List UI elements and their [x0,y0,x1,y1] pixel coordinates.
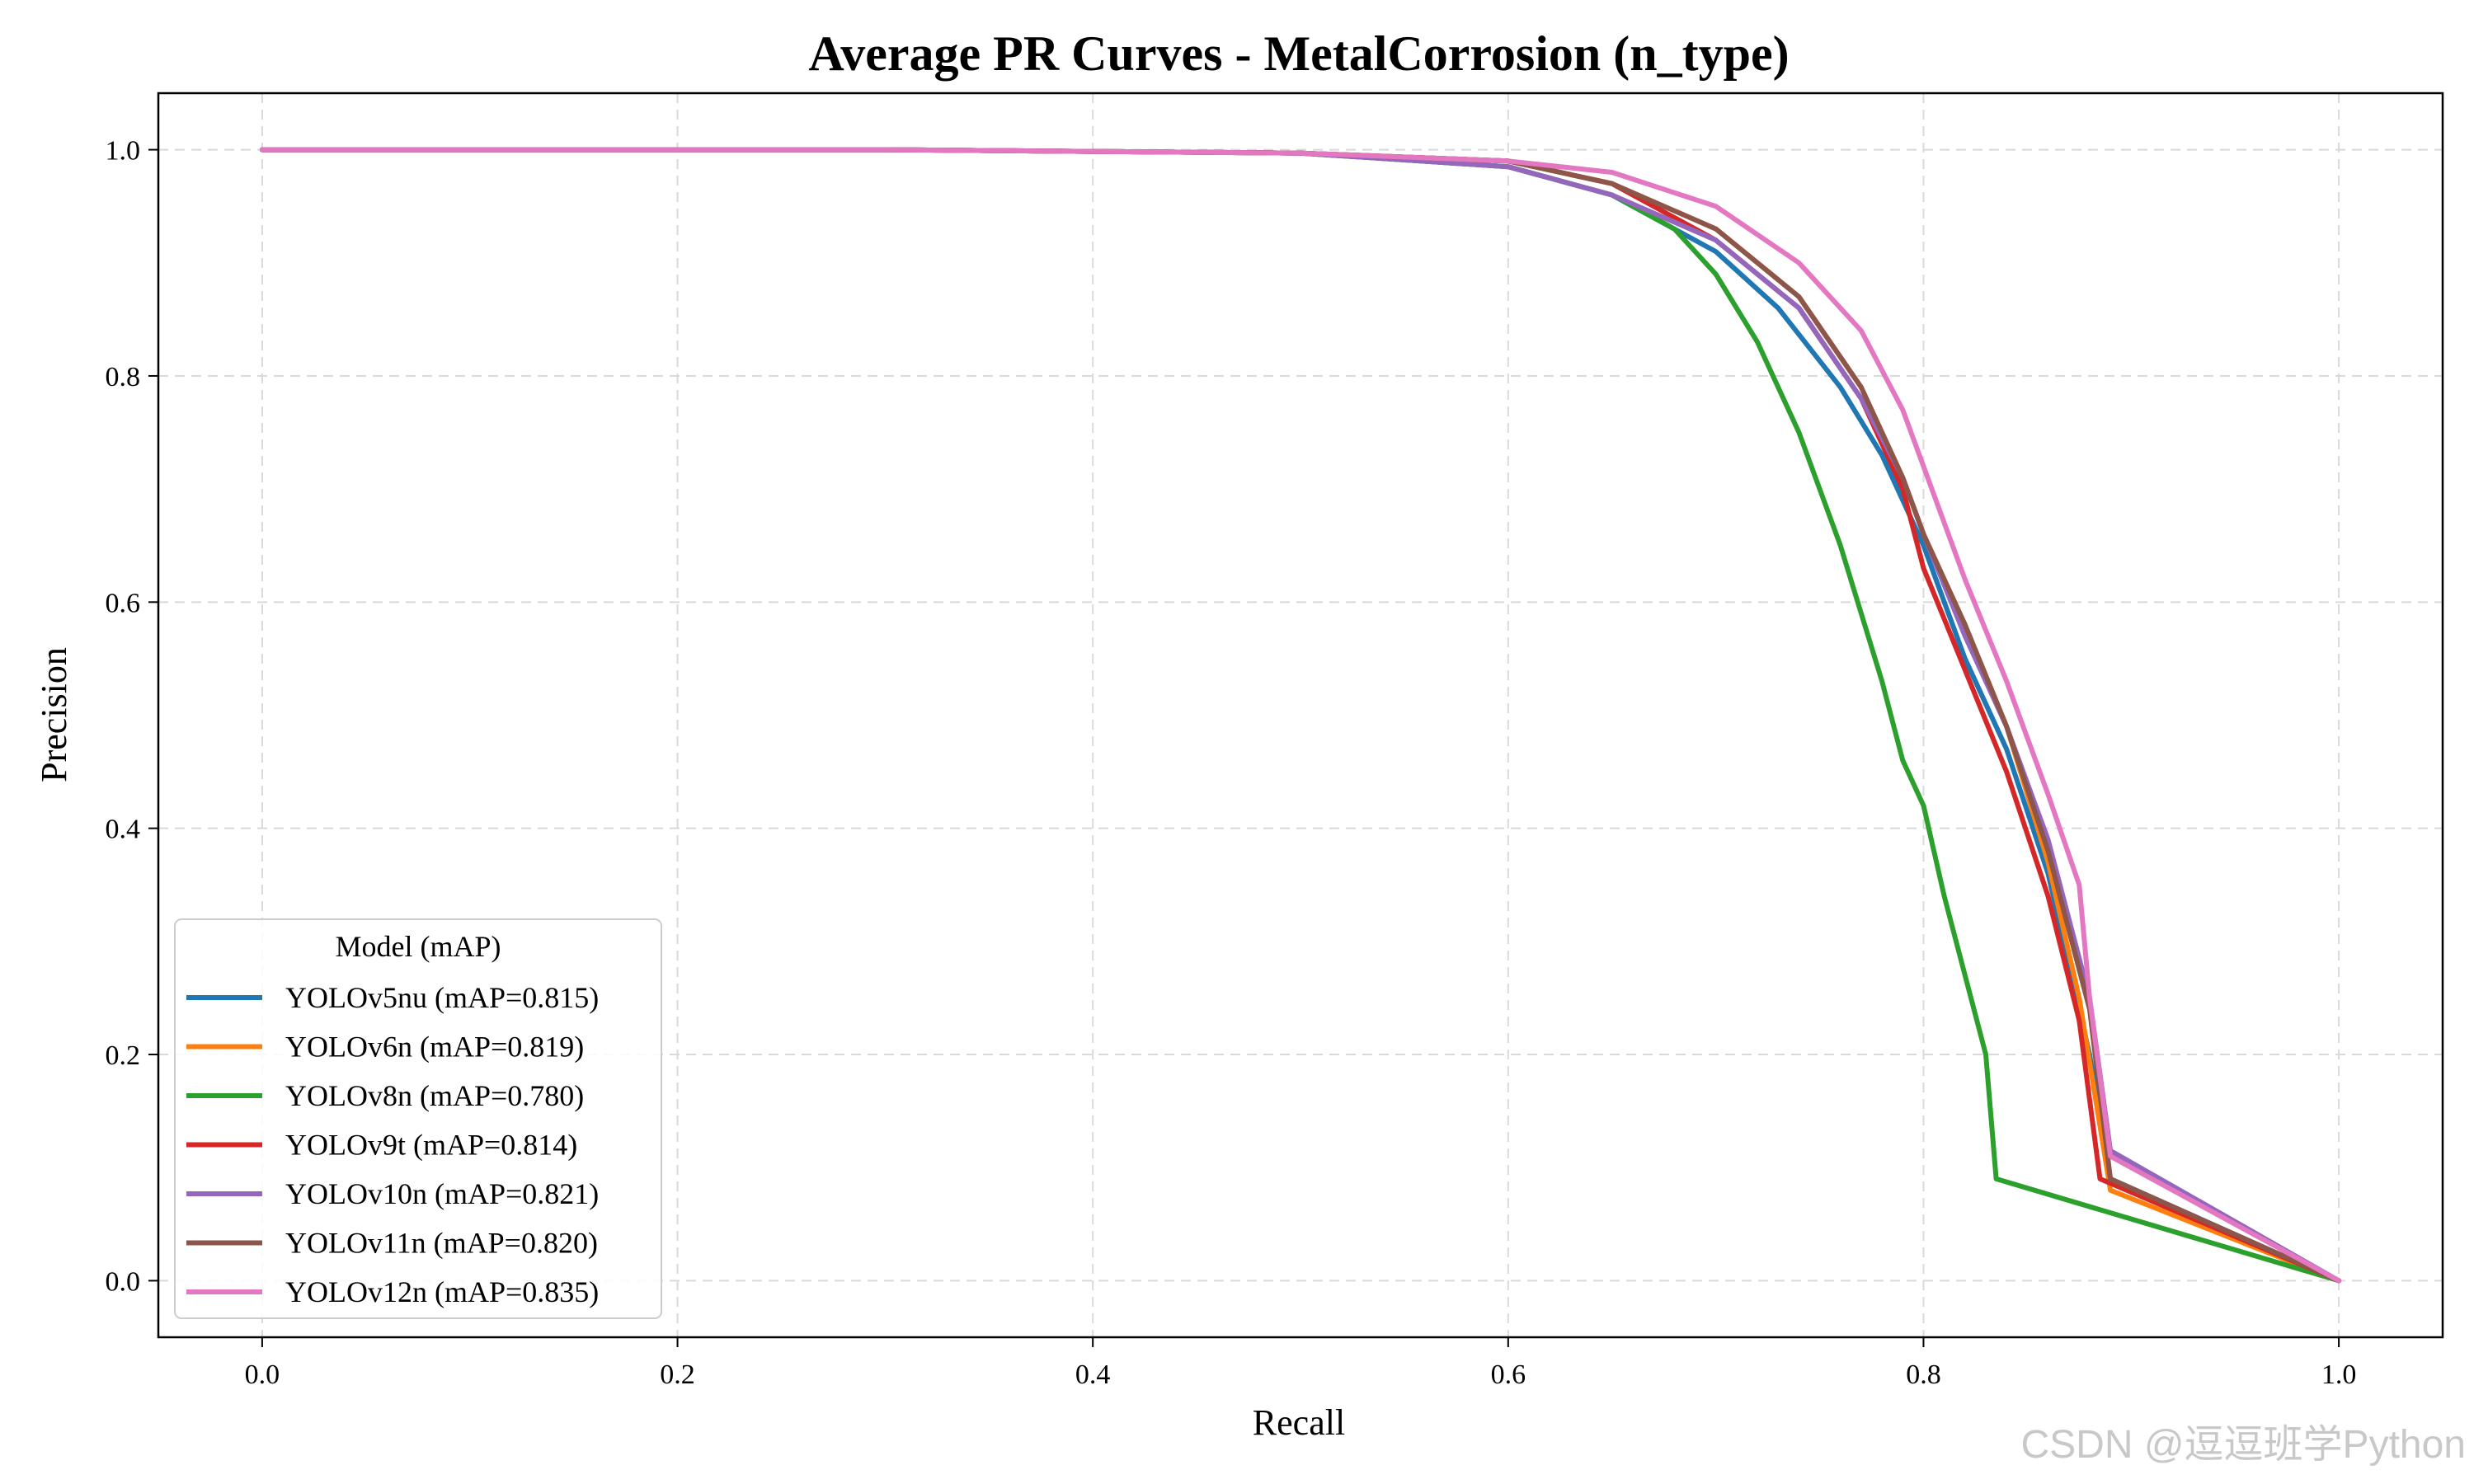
x-tick-label: 0.8 [1906,1360,1941,1390]
legend-entry-label: YOLOv9t (mAP=0.814) [285,1129,577,1162]
x-axis-label: Recall [1253,1402,1345,1443]
legend-entry-label: YOLOv6n (mAP=0.819) [285,1031,584,1064]
plot-frame [157,92,2444,1339]
watermark-text: CSDN @逗逗班学Python [2020,1423,2466,1467]
legend-entry-label: YOLOv8n (mAP=0.780) [285,1079,584,1112]
x-tick-label: 0.2 [660,1360,695,1390]
x-tick-label: 0.4 [1075,1360,1111,1390]
x-tick-label: 0.6 [1491,1360,1526,1390]
series-lines [259,147,2342,1284]
legend: Model (mAP) YOLOv5nu (mAP=0.815) YOLOv6n … [174,918,662,1319]
legend-entry-label: YOLOv12n (mAP=0.835) [285,1275,599,1308]
legend-entry-label: YOLOv10n (mAP=0.821) [285,1177,599,1210]
x-tick-label: 1.0 [2321,1360,2357,1390]
legend-box [174,918,662,1319]
legend-title: Model (mAP) [336,930,501,963]
legend-entry-label: YOLOv5nu (mAP=0.815) [285,981,599,1014]
x-tick-label: 0.0 [245,1360,280,1390]
series-line [259,147,2342,1284]
y-tick-label: 0.8 [106,362,141,392]
y-tick-label: 0.0 [106,1266,141,1297]
y-tick-label: 0.6 [106,588,141,618]
axis-ticks: 0.0 0.2 0.4 0.6 0.8 1.0 0.0 0.2 0.4 0.6 0.8 1.0 [106,136,2357,1390]
chart-title: Average PR Curves - MetalCorrosion (n_ty… [808,26,1789,81]
legend-entry-label: YOLOv11n (mAP=0.820) [285,1227,598,1260]
y-tick-label: 0.2 [106,1040,141,1071]
y-tick-label: 1.0 [106,136,141,167]
y-axis-label: Precision [34,647,74,782]
y-tick-label: 0.4 [106,815,141,845]
